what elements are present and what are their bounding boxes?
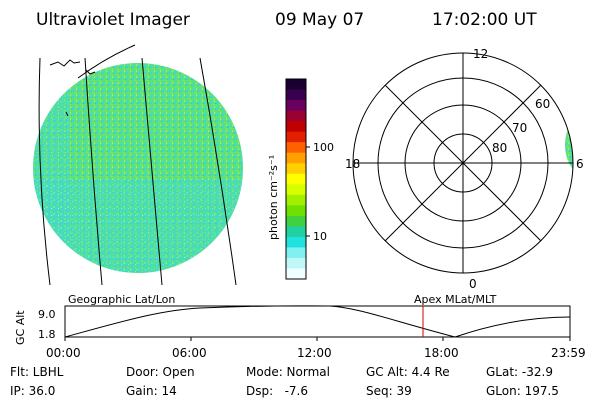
info-gc-alt: GC Alt: 4.4 Re xyxy=(366,365,450,379)
colorbar-segment xyxy=(286,226,306,238)
colorbar-segment xyxy=(286,131,306,143)
colorbar-segment xyxy=(286,247,306,259)
polar-label-6: 6 xyxy=(576,157,584,171)
colorbar-segment xyxy=(286,173,306,185)
timeline-plot: Geographic Lat/Lon Apex MLat/MLT GC Alt … xyxy=(14,293,586,360)
colorbar-segment xyxy=(286,257,306,269)
observation-date: 09 May 07 xyxy=(275,10,364,30)
time-tick-4: 23:59 xyxy=(551,346,586,360)
info-glat: GLat: -32.9 xyxy=(486,365,553,379)
colorbar-segment xyxy=(286,142,306,154)
info-glon: GLon: 197.5 xyxy=(486,384,559,398)
info-seq: Seq: 39 xyxy=(366,384,412,398)
polar-plot: 12 18 0 60 70 80 6 xyxy=(345,47,584,291)
colorbar-segment xyxy=(286,79,306,91)
altitude-curve xyxy=(64,305,571,338)
colorbar-segment xyxy=(286,194,306,206)
colorbar-segment xyxy=(286,215,306,227)
timeline-ytick-bottom: 1.8 xyxy=(38,328,56,341)
polar-label-18: 18 xyxy=(345,157,360,171)
header: Ultraviolet Imager 09 May 07 17:02:00 UT xyxy=(36,10,537,30)
colorbar-label: photon cm⁻²s⁻¹ xyxy=(267,155,280,240)
colorbar-strip xyxy=(286,79,306,280)
colorbar-tick-100: 100 xyxy=(313,141,334,154)
colorbar-segment xyxy=(286,89,306,101)
info-panel: Flt: LBHL Door: Open Mode: Normal GC Alt… xyxy=(10,365,559,398)
uv-disk-image xyxy=(33,44,243,286)
info-mode: Mode: Normal xyxy=(246,365,330,379)
longitude-lines xyxy=(38,57,237,286)
colorbar-segment xyxy=(286,152,306,164)
observation-time: 17:02:00 UT xyxy=(432,10,537,30)
timeline-right-label: Apex MLat/MLT xyxy=(414,293,497,306)
polar-label-0: 0 xyxy=(469,277,477,291)
colorbar-tick-10: 10 xyxy=(313,230,327,243)
polar-label-60: 60 xyxy=(535,97,550,111)
time-tick-1: 06:00 xyxy=(172,346,207,360)
polar-label-80: 80 xyxy=(492,141,507,155)
colorbar-segment xyxy=(286,268,306,280)
polar-label-12: 12 xyxy=(473,47,488,61)
timeline-ytick-top: 9.0 xyxy=(38,308,56,321)
colorbar-segment xyxy=(286,205,306,217)
info-gain: Gain: 14 xyxy=(126,384,177,398)
colorbar: 100 10 photon cm⁻²s⁻¹ xyxy=(267,78,334,280)
info-filter: Flt: LBHL xyxy=(10,365,64,379)
colorbar-segment xyxy=(286,184,306,196)
polar-label-70: 70 xyxy=(512,121,527,135)
time-tick-3: 18:00 xyxy=(424,346,459,360)
colorbar-segment xyxy=(286,110,306,122)
colorbar-segment xyxy=(286,100,306,112)
coastline xyxy=(49,59,96,117)
timeline-ylabel: GC Alt xyxy=(14,310,27,345)
instrument-title: Ultraviolet Imager xyxy=(36,10,190,30)
time-tick-2: 12:00 xyxy=(297,346,332,360)
colorbar-segment xyxy=(286,236,306,248)
info-dsp: Dsp: -7.6 xyxy=(246,384,308,398)
timeline-left-label: Geographic Lat/Lon xyxy=(68,293,175,306)
info-ip: IP: 36.0 xyxy=(10,384,55,398)
time-tick-0: 00:00 xyxy=(46,346,81,360)
colorbar-segment xyxy=(286,121,306,133)
info-door: Door: Open xyxy=(126,365,195,379)
latitude-line xyxy=(77,44,136,79)
colorbar-segment xyxy=(286,163,306,175)
